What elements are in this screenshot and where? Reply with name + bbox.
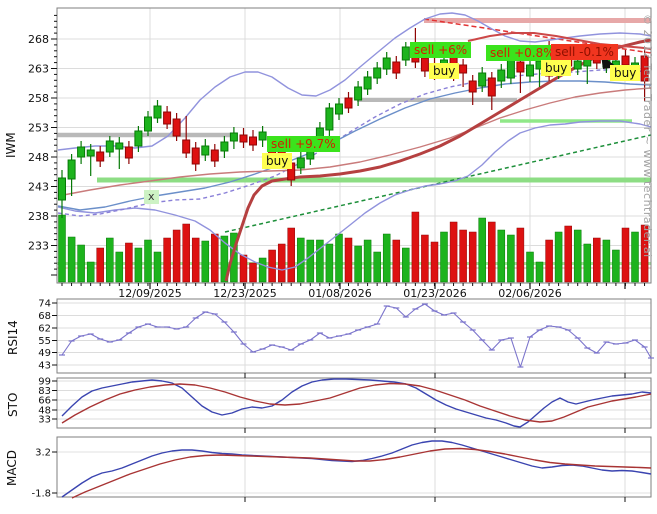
macd-panel-label: MACD bbox=[5, 450, 19, 486]
svg-text:238: 238 bbox=[28, 210, 49, 223]
macd-lines bbox=[61, 440, 652, 499]
buy-signal-label: buy bbox=[541, 60, 572, 76]
sto-panel-label: STO bbox=[6, 392, 20, 417]
svg-text:43: 43 bbox=[38, 361, 51, 372]
svg-text:12/09/2025: 12/09/2025 bbox=[118, 287, 181, 300]
red-dashed-trendline bbox=[423, 18, 652, 54]
svg-text:263: 263 bbox=[28, 63, 49, 76]
svg-text:74: 74 bbox=[38, 299, 51, 310]
axes-layer: 233 238 243 248 253 258 263 268 12/09/2025 12/23/… bbox=[28, 14, 646, 502]
sell-signal-label: sell +6% bbox=[410, 42, 472, 58]
svg-text:55: 55 bbox=[38, 336, 51, 347]
sto-lines bbox=[61, 378, 652, 428]
panel-borders bbox=[56, 7, 652, 498]
sto-fast bbox=[61, 378, 652, 428]
svg-text:258: 258 bbox=[28, 92, 49, 105]
sell-signal-label: sell +0.8% bbox=[486, 45, 559, 61]
svg-text:66: 66 bbox=[38, 396, 51, 407]
svg-text:01/23/2026: 01/23/2026 bbox=[403, 287, 466, 300]
svg-text:233: 233 bbox=[28, 240, 49, 253]
green-dashed-trendline bbox=[224, 134, 652, 233]
chart-x-marker: x bbox=[144, 190, 159, 204]
trendlines-layer bbox=[224, 18, 652, 233]
rsi-panel-label: RSI14 bbox=[6, 320, 20, 355]
svg-text:268: 268 bbox=[28, 33, 49, 46]
rsi-line bbox=[59, 303, 654, 368]
sell-signal-label: sell +9.7% bbox=[267, 136, 340, 152]
ma-red-thin bbox=[57, 87, 652, 197]
svg-text:01/08/2026: 01/08/2026 bbox=[308, 287, 371, 300]
buy-signal-label: buy bbox=[429, 63, 460, 79]
svg-text:12/23/2025: 12/23/2025 bbox=[213, 287, 276, 300]
volume-bars bbox=[58, 211, 649, 283]
symbol-label: IWM bbox=[4, 132, 18, 158]
ma-red-upper bbox=[467, 32, 652, 50]
svg-text:33: 33 bbox=[38, 415, 51, 426]
svg-text:48: 48 bbox=[38, 406, 51, 417]
buy-signal-label: buy bbox=[262, 153, 293, 169]
svg-text:49: 49 bbox=[38, 348, 51, 359]
watermark: © 2012 Tech Trader ~ www.techtrader.ai bbox=[641, 14, 654, 258]
sto-slow bbox=[61, 382, 652, 424]
svg-text:02/06/2026: 02/06/2026 bbox=[498, 287, 561, 300]
svg-text:248: 248 bbox=[28, 151, 49, 164]
svg-text:83: 83 bbox=[38, 386, 51, 397]
macd-line bbox=[61, 440, 652, 498]
svg-text:99: 99 bbox=[38, 377, 51, 388]
svg-text:68: 68 bbox=[38, 311, 51, 322]
svg-text:253: 253 bbox=[28, 122, 49, 135]
svg-text:62: 62 bbox=[38, 324, 51, 335]
macd-signal bbox=[71, 447, 652, 499]
buy-signal-label: buy bbox=[610, 65, 641, 81]
bollinger-lower bbox=[57, 120, 652, 271]
sell-signal-label: sell -0.1% bbox=[551, 44, 618, 60]
svg-text:-1.8: -1.8 bbox=[31, 489, 51, 500]
svg-text:243: 243 bbox=[28, 181, 49, 194]
svg-text:3.2: 3.2 bbox=[35, 448, 51, 459]
